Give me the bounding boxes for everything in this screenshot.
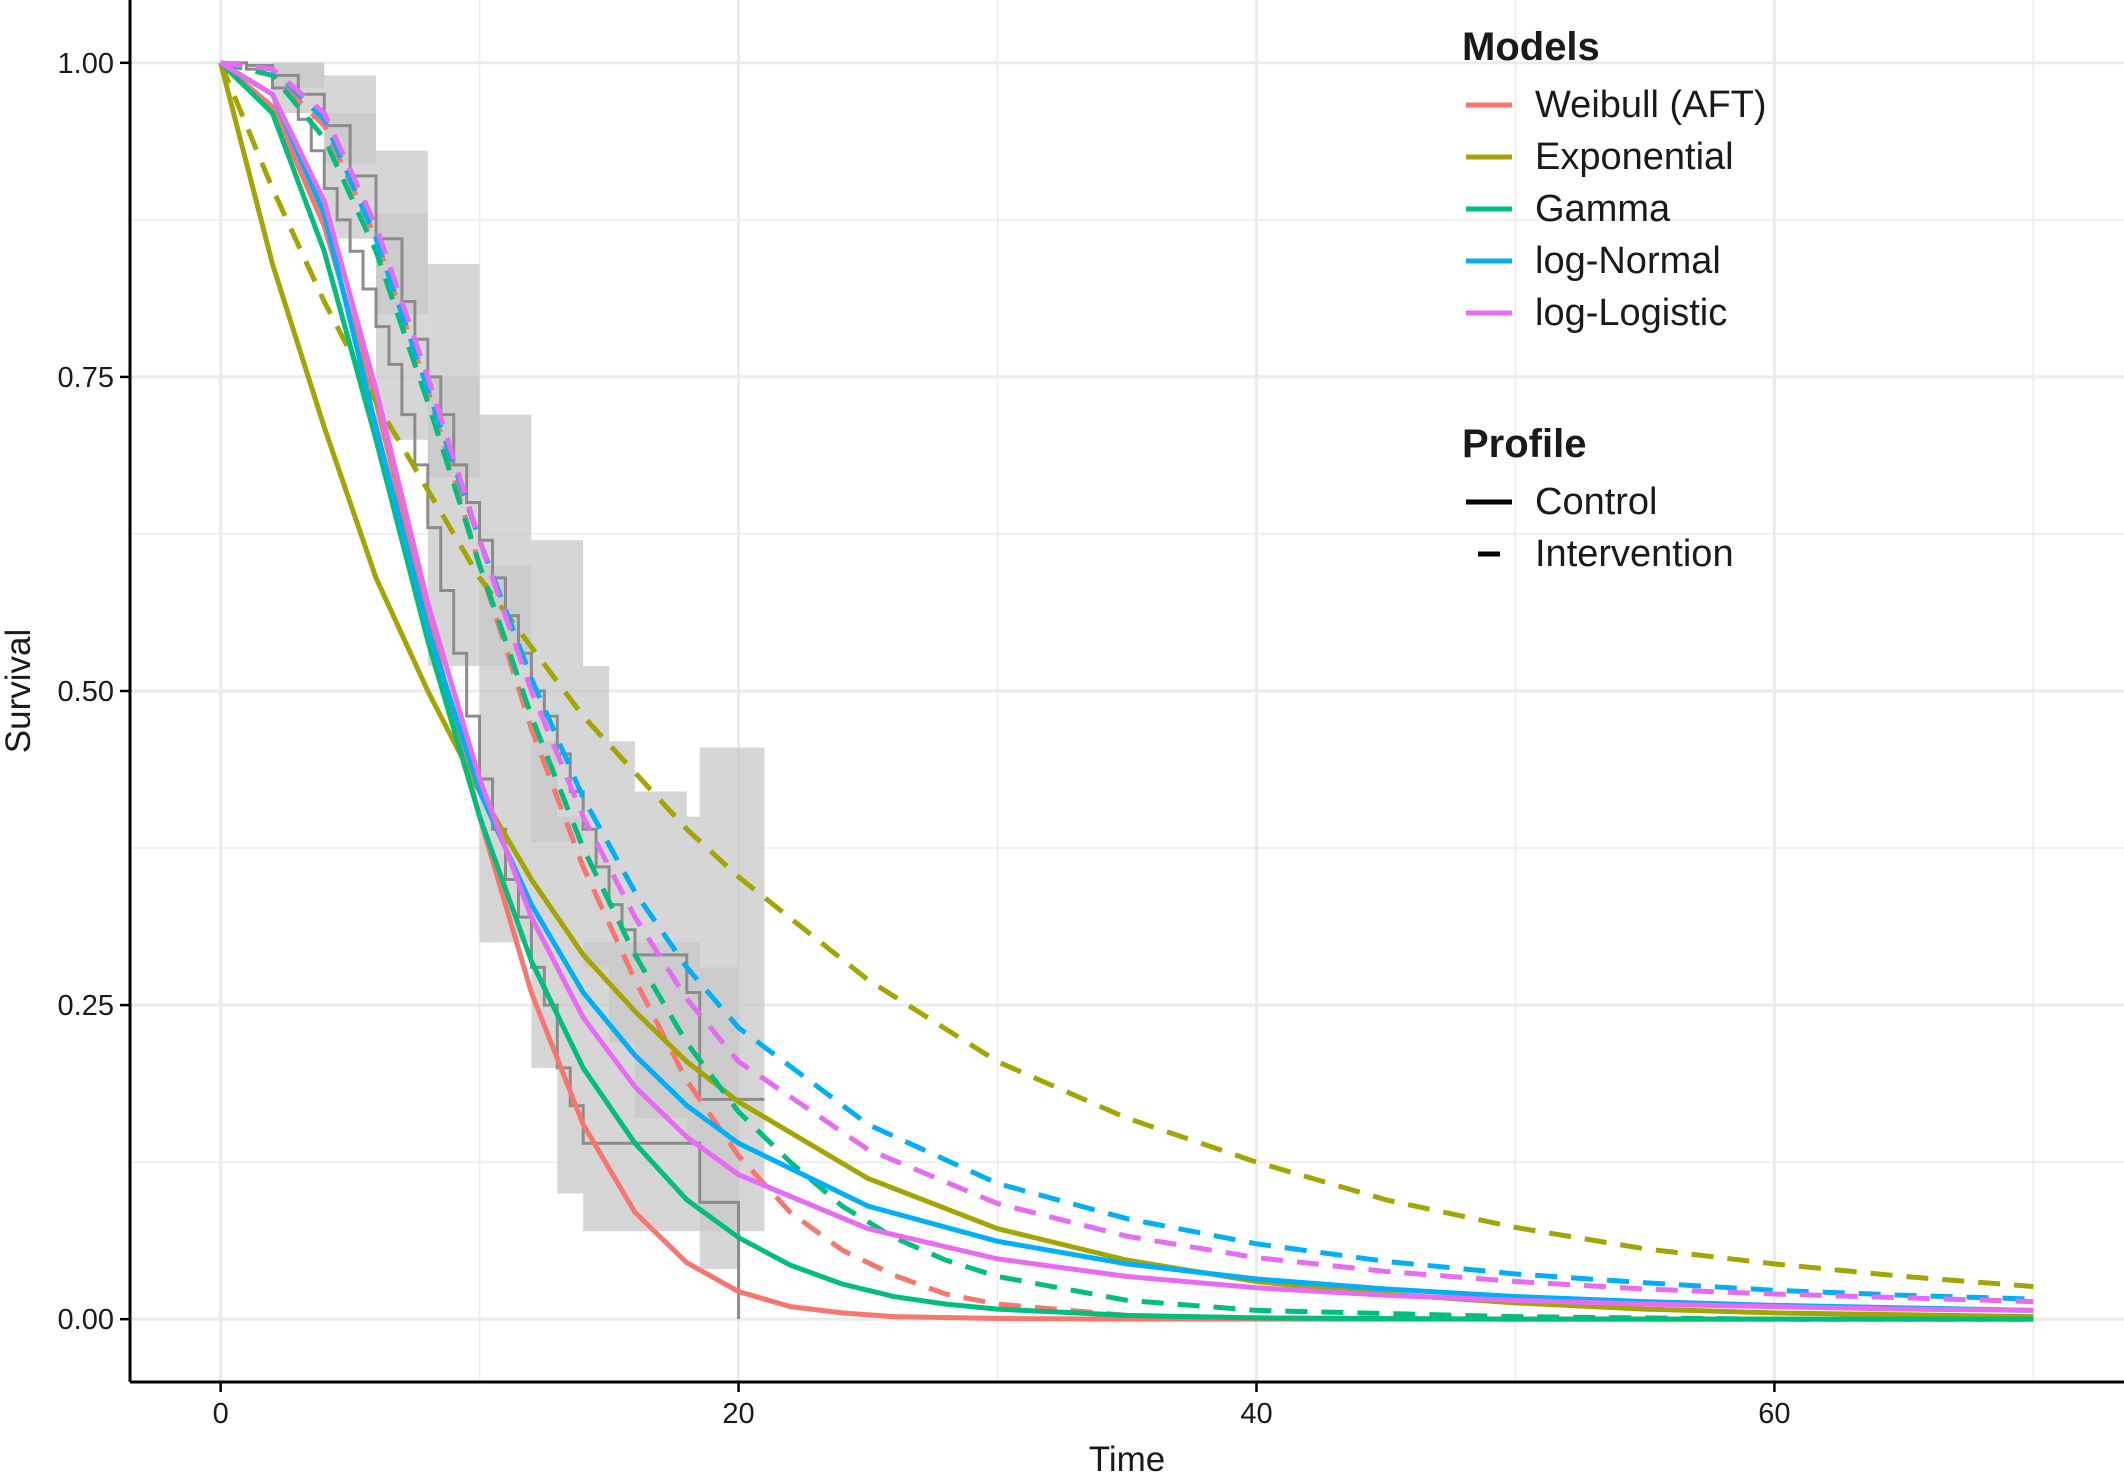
curve-exponential-intervention — [218, 61, 2034, 1290]
y-tick-label: 0.50 — [58, 676, 114, 708]
legend-label: log-Normal — [1535, 240, 1721, 282]
model-curves — [218, 60, 2034, 1322]
x-tick-label: 60 — [1758, 1398, 1790, 1430]
legend-label: Weibull (AFT) — [1535, 84, 1767, 126]
curve-gamma-control — [218, 61, 2034, 1322]
curve-loglogistic-control — [219, 60, 2034, 1313]
curve-lognormal-control — [219, 60, 2034, 1313]
curve-loglogistic-intervention — [220, 60, 2034, 1305]
x-tick-label: 40 — [1240, 1398, 1272, 1430]
legend-label: log-Logistic — [1535, 292, 1727, 334]
x-tick-label: 20 — [722, 1398, 754, 1430]
y-tick-label: 0.00 — [58, 1304, 114, 1336]
y-tick-label: 0.25 — [58, 990, 114, 1022]
curve-gamma-intervention — [220, 60, 2034, 1322]
legend-label: Gamma — [1535, 188, 1671, 230]
x-axis-title: Time — [1089, 1440, 1165, 1476]
legend-label: Control — [1535, 481, 1658, 523]
y-axis-title: Survival — [0, 629, 38, 753]
curve-lognormal-intervention — [220, 60, 2034, 1302]
legend: Models Weibull (AFT) Exponential Gamma log-N… — [1462, 25, 1767, 575]
legend-title: Models — [1462, 25, 1600, 69]
legend-label: Exponential — [1535, 136, 1734, 178]
legend-label: Intervention — [1535, 533, 1734, 575]
legend-title: Profile — [1462, 422, 1586, 466]
y-tick-label: 0.75 — [58, 362, 114, 394]
x-tick-label: 0 — [213, 1398, 229, 1430]
curve-exponential-control — [218, 62, 2034, 1320]
y-tick-label: 1.00 — [58, 48, 114, 80]
